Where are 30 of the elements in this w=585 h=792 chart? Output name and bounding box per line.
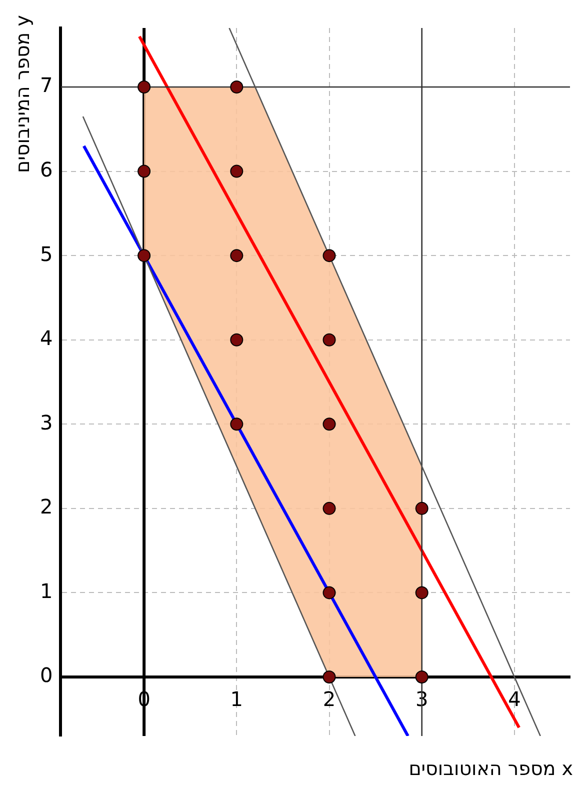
y-tick-label: 3	[40, 410, 53, 434]
y-tick-label: 0	[40, 663, 53, 688]
x-tick-label: 1	[230, 687, 244, 712]
point	[322, 333, 336, 346]
point	[230, 80, 244, 94]
point	[322, 670, 336, 684]
point	[415, 670, 428, 684]
point	[230, 418, 244, 431]
point	[230, 333, 244, 346]
y-tick-label: 1	[40, 578, 53, 603]
x-axis-title: x מספר האוטובוסים	[408, 758, 573, 780]
point	[415, 586, 428, 600]
point	[138, 80, 151, 94]
point	[322, 586, 336, 600]
point	[322, 502, 336, 515]
x-tick-label: 4	[508, 687, 521, 712]
point	[230, 164, 244, 178]
y-tick-label: 6	[40, 157, 53, 182]
point	[322, 249, 336, 262]
point	[415, 502, 428, 515]
point	[230, 249, 244, 262]
y-tick-label: 7	[40, 73, 53, 98]
y-axis-title: y מספר המיניבוסים	[11, 15, 35, 175]
point	[138, 164, 151, 178]
point	[322, 418, 336, 431]
point	[138, 249, 151, 262]
y-tick-label: 5	[40, 242, 53, 266]
x-tick-label: 2	[322, 687, 336, 712]
y-tick-label: 4	[40, 326, 53, 350]
y-tick-label: 2	[40, 494, 53, 519]
